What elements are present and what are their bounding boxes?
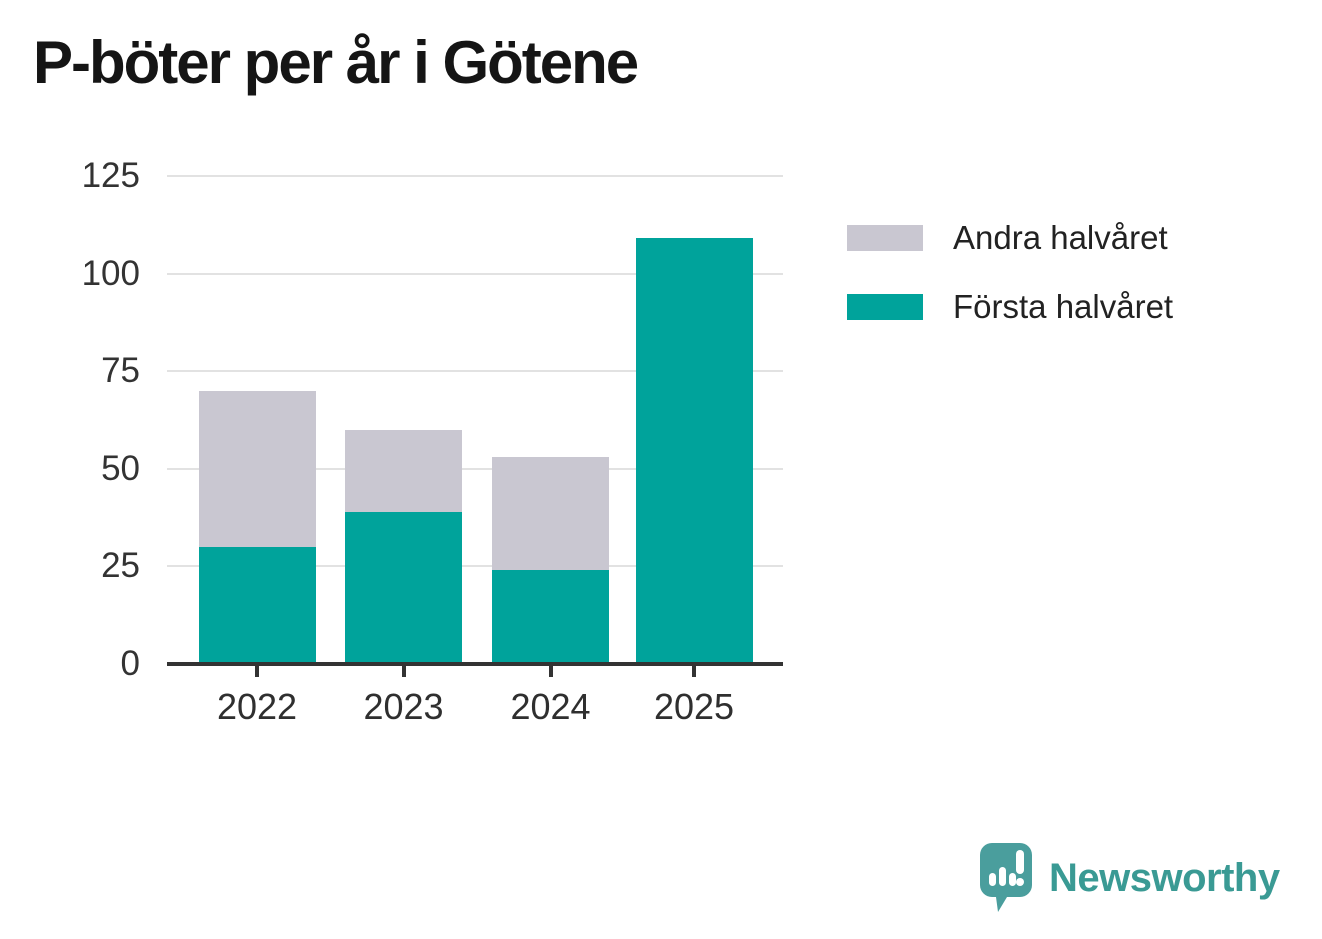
- bar-segment: [635, 238, 753, 664]
- x-tick-label: 2024: [510, 686, 591, 727]
- y-tick-label: 75: [101, 351, 140, 391]
- plot-area: 0 25 50 75 100 125 2022 2023 2024 2025: [82, 158, 783, 727]
- x-axis-line: [167, 662, 783, 666]
- gridline-y75: [167, 370, 783, 373]
- chart-title: P-böter per år i Götene: [33, 29, 639, 96]
- x-tick-label: 2023: [363, 686, 444, 727]
- x-axis-tick: [255, 664, 259, 677]
- bar-segment: [345, 511, 462, 664]
- brand-footer: Newsworthy: [978, 841, 1280, 915]
- legend-label-andra: Andra halvåret: [953, 219, 1168, 256]
- brand-name: Newsworthy: [1049, 855, 1280, 900]
- y-tick-label: 50: [101, 448, 140, 488]
- legend-item-andra: Andra halvåret: [847, 219, 1173, 257]
- legend: Andra halvåret Första halvåret: [847, 219, 1173, 357]
- bar-segment: [492, 570, 609, 664]
- x-tick-label: 2022: [216, 686, 298, 727]
- bar-segment: [492, 457, 609, 571]
- y-tick-label: 0: [120, 644, 140, 683]
- bar-segment: [198, 546, 316, 664]
- x-axis-tick: [692, 664, 696, 677]
- y-tick-label: 100: [81, 253, 140, 293]
- bar-segment: [345, 429, 462, 512]
- legend-label-forsta: Första halvåret: [953, 288, 1174, 325]
- bar-segment: [198, 390, 316, 547]
- y-tick-label: 25: [101, 546, 140, 586]
- x-axis-tick: [548, 664, 553, 677]
- x-axis-tick: [401, 664, 406, 677]
- y-tick-label: 125: [81, 156, 140, 195]
- legend-swatch-forsta: [847, 294, 923, 320]
- gridline-y50: [167, 467, 783, 470]
- gridline-y25: [167, 565, 783, 568]
- newsworthy-logo-icon: [980, 843, 1032, 912]
- gridline-y125: [167, 175, 783, 177]
- legend-swatch-andra: [847, 225, 923, 251]
- legend-item-forsta: Första halvåret: [847, 288, 1173, 326]
- x-tick-label: 2025: [653, 686, 735, 727]
- gridline-y100: [167, 272, 783, 275]
